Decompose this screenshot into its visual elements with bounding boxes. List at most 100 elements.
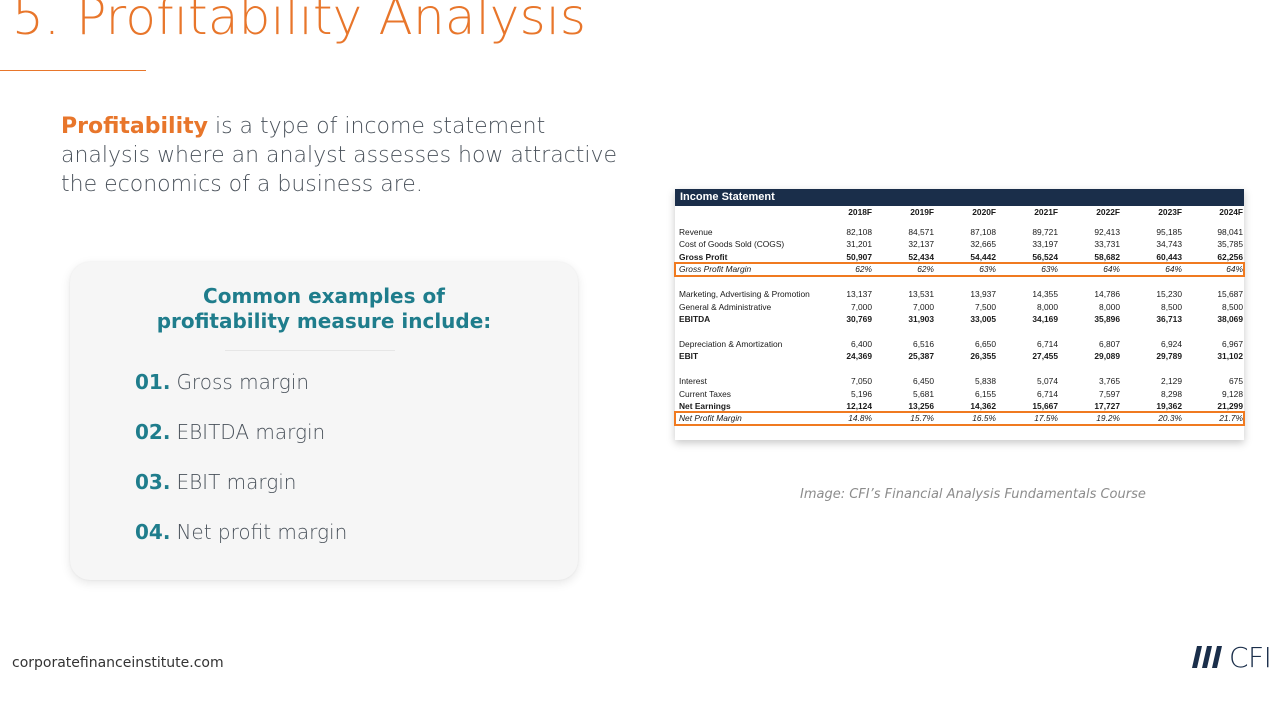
table-cell: 84,571	[908, 227, 934, 237]
table-cell: 19,362	[1156, 401, 1182, 412]
row-label: Gross Profit Margin	[679, 264, 752, 275]
row-label: Interest	[679, 376, 707, 387]
table-cell: 52,434	[908, 251, 934, 262]
list-item-number: 03.	[135, 470, 171, 494]
footer-url: corporatefinanceinstitute.com	[12, 655, 224, 671]
table-cell: 5,196	[851, 388, 872, 399]
table-cell: 36,713	[1156, 313, 1182, 324]
table-cell: 19.2%	[1096, 413, 1120, 424]
table-cell: 32,665	[970, 239, 996, 250]
table-row: Gross Profit 50,907 52,434 54,442 56,524 58,6…	[675, 251, 1244, 263]
table-row: Gross Profit Margin 62% 62% 63% 63% 64% 64% 64%	[674, 262, 1245, 277]
table-cell: 3,765	[1099, 376, 1120, 387]
table-cell: 6,967	[1222, 338, 1243, 349]
table-cell: 5,681	[913, 388, 934, 399]
table-cell: 27,455	[1032, 351, 1058, 362]
list-item-number: 01.	[135, 370, 171, 394]
table-cell: 2020F	[972, 207, 996, 217]
list-item: 01. Gross margin	[135, 370, 347, 420]
table-cell: 6,400	[851, 338, 872, 349]
row-label: Revenue	[679, 227, 713, 237]
income-statement-image: Income Statement 2018F 2019F 2020F 2021F 202…	[674, 189, 1245, 440]
table-cell: 26,355	[970, 351, 996, 362]
table-row: EBIT 24,369 25,387 26,355 27,455 29,089 29,789…	[675, 350, 1244, 362]
table-cell: 16.5%	[972, 413, 996, 424]
table-cell: 8,298	[1161, 388, 1182, 399]
table-cell: 24,369	[846, 351, 872, 362]
row-label: General & Administrative	[679, 301, 772, 312]
list-item-number: 04.	[135, 520, 171, 544]
table-cell: 7,500	[975, 301, 996, 312]
table-cell: 56,524	[1032, 251, 1058, 262]
table-row: Interest 7,050 6,450 5,838 5,074 3,765 2,129 67…	[675, 375, 1244, 387]
table-cell: 14.8%	[848, 413, 872, 424]
list-item-label: EBIT margin	[176, 470, 297, 494]
table-cell: 5,074	[1037, 376, 1058, 387]
table-cell: 2021F	[1034, 207, 1058, 217]
table-cell: 35,896	[1094, 313, 1120, 324]
table-cell: 32,137	[908, 239, 934, 250]
income-statement-title: Income Statement	[675, 189, 1244, 206]
table-cell: 34,169	[1032, 313, 1058, 324]
table-cell: 82,108	[846, 227, 872, 237]
table-cell: 17,727	[1094, 401, 1120, 412]
table-cell: 31,201	[846, 239, 872, 250]
table-cell: 62%	[917, 264, 934, 275]
table-cell: 6,516	[913, 338, 934, 349]
table-cell: 7,050	[851, 376, 872, 387]
table-cell: 63%	[979, 264, 996, 275]
cfi-logo: CFI	[1192, 640, 1272, 674]
row-label: Gross Profit	[679, 251, 728, 262]
table-cell: 14,786	[1094, 289, 1120, 300]
list-item: 03. EBIT margin	[135, 470, 347, 520]
row-label: Net Profit Margin	[679, 413, 742, 424]
row-label: EBITDA	[679, 313, 711, 324]
table-cell: 17.5%	[1034, 413, 1058, 424]
table-cell: 2,129	[1161, 376, 1182, 387]
table-cell: 29,789	[1156, 351, 1182, 362]
slide-title: 5. Profitability Analysis	[12, 0, 587, 46]
intro-paragraph: Profitability is a type of income statem…	[61, 112, 621, 199]
table-cell: 35,785	[1217, 239, 1243, 250]
table-cell: 7,000	[851, 301, 872, 312]
table-cell: 15,230	[1156, 289, 1182, 300]
card-divider	[225, 350, 395, 351]
table-cell: 2022F	[1096, 207, 1120, 217]
table-cell: 14,362	[970, 401, 996, 412]
table-cell: 95,185	[1156, 227, 1182, 237]
row-label: Cost of Goods Sold (COGS)	[679, 239, 785, 250]
table-cell: 2023F	[1158, 207, 1182, 217]
cfi-logo-text: CFI	[1229, 640, 1272, 674]
table-cell: 6,450	[913, 376, 934, 387]
table-row: Revenue 82,108 84,571 87,108 89,721 92,413 95,…	[675, 226, 1244, 238]
examples-list: 01. Gross margin 02. EBITDA margin 03. EBIT…	[135, 370, 347, 570]
table-cell: 14,355	[1032, 289, 1058, 300]
row-label: Current Taxes	[679, 388, 731, 399]
table-row: Cost of Goods Sold (COGS) 31,201 32,137 32,…	[675, 238, 1244, 250]
examples-card: Common examples of profitability measure…	[70, 262, 578, 580]
table-row: Depreciation & Amortization 6,400 6,516 6,6…	[675, 338, 1244, 350]
table-row: General & Administrative 7,000 7,000 7,500 8…	[675, 301, 1244, 313]
table-cell: 15.7%	[910, 413, 934, 424]
row-label: Net Earnings	[679, 401, 731, 412]
card-heading-line-1: Common examples of	[203, 284, 445, 308]
table-cell: 33,731	[1094, 239, 1120, 250]
table-cell: 9,128	[1222, 388, 1243, 399]
table-cell: 58,682	[1094, 251, 1120, 262]
list-item-number: 02.	[135, 420, 171, 444]
table-cell: 13,937	[970, 289, 996, 300]
table-cell: 5,838	[975, 376, 996, 387]
row-label: Marketing, Advertising & Promotion	[679, 289, 810, 300]
table-cell: 60,443	[1156, 251, 1182, 262]
table-cell: 6,714	[1037, 338, 1058, 349]
table-cell: 30,769	[846, 313, 872, 324]
table-gap	[675, 325, 1244, 338]
cfi-logo-mark-icon	[1192, 646, 1224, 668]
table-cell: 15,667	[1032, 401, 1058, 412]
table-cell: 64%	[1226, 264, 1243, 275]
table-cell: 13,137	[846, 289, 872, 300]
card-heading-line-2: profitability measure include:	[156, 309, 492, 333]
list-item: 04. Net profit margin	[135, 520, 347, 570]
image-caption: Image: CFI’s Financial Analysis Fundamen…	[800, 487, 1146, 502]
table-cell: 29,089	[1094, 351, 1120, 362]
